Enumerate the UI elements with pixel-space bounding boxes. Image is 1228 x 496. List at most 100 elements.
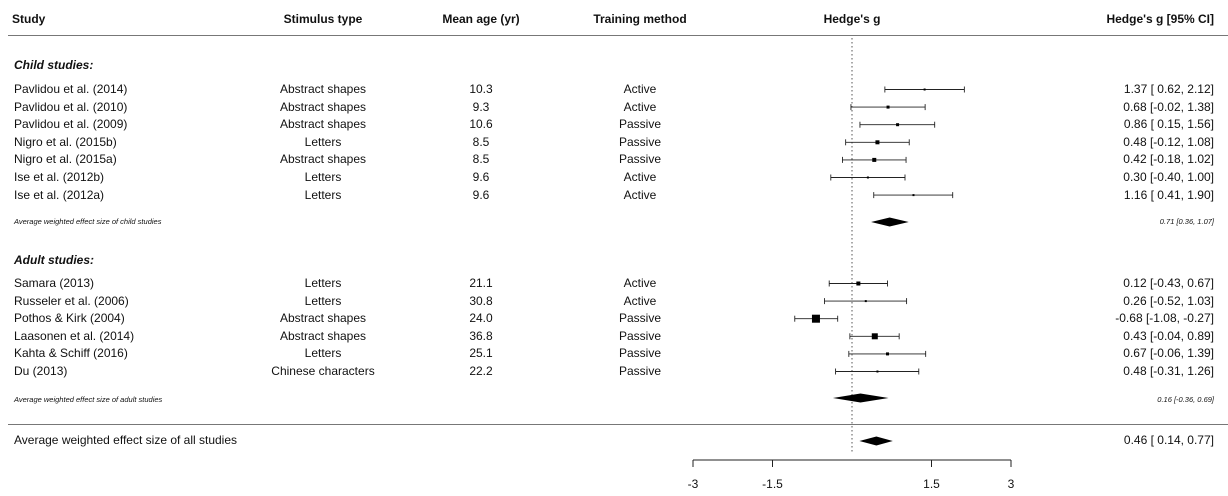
mean-age: 10.6 (469, 117, 493, 132)
overall-average-ci: 0.46 [ 0.14, 0.77] (1123, 433, 1214, 447)
effect-point (871, 333, 878, 340)
stimulus-type: Abstract shapes (279, 152, 367, 167)
effect-size-ci: 0.12 [-0.43, 0.67] (1123, 276, 1214, 290)
header-training-method: Training method (593, 12, 687, 26)
adult-average-ci: 0.16 [-0.36, 0.69] (1157, 395, 1214, 404)
effect-size-ci: 0.67 [-0.06, 1.39] (1123, 346, 1214, 361)
adult-studies-heading: Adult studies: (14, 253, 94, 267)
study-name: Russeler et al. (2006) (14, 293, 129, 308)
effect-point (886, 105, 890, 109)
effect-size-ci: 0.48 [-0.31, 1.26] (1123, 364, 1214, 378)
mean-age: 10.3 (469, 82, 493, 96)
stimulus-type: Letters (304, 346, 342, 361)
effect-size-ci: 0.42 [-0.18, 1.02] (1123, 152, 1214, 167)
study-name: Du (2013) (14, 364, 68, 378)
effect-size-ci: 0.43 [-0.04, 0.89] (1123, 328, 1214, 343)
header-mean-age: Mean age (yr) (442, 12, 520, 26)
effect-size-ci: 1.37 [ 0.62, 2.12] (1123, 82, 1214, 96)
header-study: Study (12, 12, 46, 26)
study-name: Nigro et al. (2015a) (14, 152, 117, 167)
effect-point (876, 370, 879, 373)
effect-size-ci: 0.86 [ 0.15, 1.56] (1123, 117, 1214, 132)
effect-point (875, 140, 880, 145)
header-divider (8, 35, 1228, 36)
effect-size-ci: 0.26 [-0.52, 1.03] (1123, 293, 1214, 308)
study-name: Kahta & Schiff (2016) (14, 346, 128, 361)
overall-average-label: Average weighted effect size of all stud… (14, 433, 238, 447)
training-method: Passive (618, 311, 662, 326)
header-stimulus-type: Stimulus type (283, 12, 363, 26)
training-method: Passive (618, 346, 662, 361)
study-name: Ise et al. (2012b) (14, 170, 105, 184)
stimulus-type: Letters (304, 293, 342, 308)
x-axis-tick-label: 3 (1008, 477, 1015, 491)
training-method: Active (623, 187, 657, 202)
training-method: Passive (618, 117, 662, 132)
training-method: Active (623, 99, 657, 114)
training-method: Active (623, 293, 657, 308)
effect-size-ci: 0.30 [-0.40, 1.00] (1123, 170, 1214, 184)
x-axis-tick-label: -1.5 (762, 477, 783, 491)
mean-age: 8.5 (472, 134, 490, 149)
effect-point (923, 88, 926, 91)
effect-point (872, 157, 877, 162)
stimulus-type: Abstract shapes (279, 99, 367, 114)
study-name: Pavlidou et al. (2010) (14, 99, 128, 114)
effect-size-ci: 0.68 [-0.02, 1.38] (1123, 99, 1214, 114)
effect-point (811, 314, 820, 323)
mean-age: 36.8 (469, 328, 493, 343)
effect-size-ci: 1.16 [ 0.41, 1.90] (1123, 187, 1214, 202)
stimulus-type: Letters (304, 170, 342, 184)
effect-size-ci: -0.68 [-1.08, -0.27] (1115, 311, 1214, 326)
mean-age: 9.6 (472, 187, 490, 202)
adult-average-label: Average weighted effect size of adult st… (14, 395, 163, 404)
mean-age: 22.2 (469, 364, 493, 378)
training-method: Active (623, 82, 657, 96)
mean-age: 9.3 (472, 99, 490, 114)
study-name: Pavlidou et al. (2009) (14, 117, 128, 132)
effect-size-ci: 0.48 [-0.12, 1.08] (1123, 134, 1214, 149)
overall-diamond (859, 436, 893, 446)
stimulus-type: Abstract shapes (279, 117, 367, 132)
effect-point (864, 300, 867, 303)
effect-point (856, 281, 861, 286)
effect-point (886, 352, 890, 356)
stimulus-type: Abstract shapes (279, 311, 367, 326)
x-axis-tick-label: 1.5 (923, 477, 940, 491)
study-name: Samara (2013) (14, 276, 95, 290)
stimulus-type: Letters (304, 134, 342, 149)
header-hedges-g-ci: Hedge's g [95% CI] (1106, 12, 1214, 26)
header-hedges-g: Hedge's g (823, 12, 881, 26)
training-method: Active (623, 170, 657, 184)
training-method: Passive (618, 328, 662, 343)
effect-point (866, 176, 869, 179)
child-studies-heading: Child studies: (14, 58, 94, 72)
training-method: Passive (618, 152, 662, 167)
stimulus-type: Letters (304, 276, 342, 290)
stimulus-type: Abstract shapes (279, 328, 367, 343)
mean-age: 24.0 (469, 311, 493, 326)
mean-age: 25.1 (469, 346, 493, 361)
effect-point (912, 194, 915, 197)
mean-age: 30.8 (469, 293, 493, 308)
stimulus-type: Abstract shapes (279, 82, 367, 96)
mean-age: 8.5 (472, 152, 490, 167)
x-axis-tick-label: -3 (688, 477, 699, 491)
summary-diamond (832, 393, 889, 403)
study-name: Nigro et al. (2015b) (14, 134, 117, 149)
study-name: Ise et al. (2012a) (14, 187, 105, 202)
child-average-ci: 0.71 [0.36, 1.07] (1159, 217, 1214, 226)
training-method: Active (623, 276, 657, 290)
training-method: Passive (618, 134, 662, 149)
study-name: Laasonen et al. (2014) (14, 328, 135, 343)
child-average-label: Average weighted effect size of child st… (14, 217, 162, 226)
effect-point (896, 123, 900, 127)
stimulus-type: Letters (304, 187, 342, 202)
study-name: Pothos & Kirk (2004) (14, 311, 125, 326)
mean-age: 9.6 (472, 170, 490, 184)
study-name: Pavlidou et al. (2014) (14, 82, 128, 96)
mean-age: 21.1 (469, 276, 493, 290)
overall-divider (8, 424, 1228, 425)
stimulus-type: Chinese characters (271, 364, 375, 378)
